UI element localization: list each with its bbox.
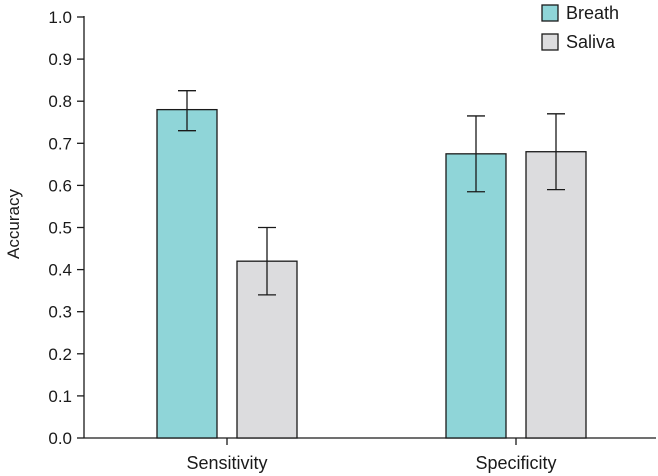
y-tick-label: 0.9 (48, 50, 72, 69)
y-tick-label: 0.0 (48, 429, 72, 448)
y-tick-label: 0.1 (48, 387, 72, 406)
bars (156, 108, 587, 439)
bar-saliva-specificity (525, 151, 587, 439)
y-tick-label: 0.5 (48, 219, 72, 238)
y-tick-label: 0.2 (48, 345, 72, 364)
y-tick-label: 0.7 (48, 134, 72, 153)
x-tick-label: Sensitivity (186, 453, 267, 473)
y-tick-label: 0.3 (48, 303, 72, 322)
error-bars (178, 90, 565, 296)
legend-swatch-breath (541, 4, 559, 22)
x-axis: Sensitivity Specificity (84, 437, 656, 473)
legend-label-saliva: Saliva (566, 32, 616, 52)
bar-breath-sensitivity (156, 108, 218, 439)
y-tick-label: 0.4 (48, 261, 72, 280)
y-tick-label: 0.8 (48, 92, 72, 111)
y-axis-label: Accuracy (4, 189, 23, 259)
legend-label-breath: Breath (566, 3, 619, 23)
legend-swatch-saliva (541, 33, 559, 51)
y-tick-label: 0.6 (48, 176, 72, 195)
x-tick-label: Specificity (475, 453, 556, 473)
y-tick-label: 1.0 (48, 8, 72, 27)
y-axis: 0.0 0.1 0.2 0.3 0.4 0.5 0.6 0.7 0.8 0.9 1.0 (48, 8, 85, 448)
legend: Breath Saliva (541, 3, 619, 52)
bar-breath-specificity (445, 153, 507, 439)
